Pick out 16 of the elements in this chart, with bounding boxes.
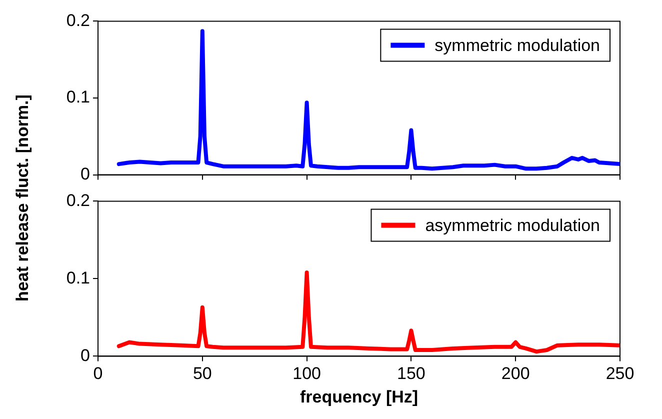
x-axis-title: frequency [Hz] — [300, 387, 418, 406]
y-tick-label: 0 — [80, 346, 90, 365]
y-tick-label: 0.1 — [66, 268, 90, 288]
y-axis-title: heat release fluct. [norm.] — [13, 94, 33, 302]
x-tick-label: 100 — [292, 364, 321, 384]
y-tick-label: 0.2 — [66, 10, 90, 30]
x-tick-label: 150 — [397, 364, 426, 384]
x-tick-label: 250 — [606, 364, 634, 384]
x-tick-label: 0 — [93, 364, 103, 384]
legend-label: symmetric modulation — [434, 36, 600, 55]
y-tick-label: 0.2 — [66, 190, 90, 210]
y-tick-label: 0.1 — [66, 88, 90, 107]
x-tick-label: 50 — [192, 364, 212, 384]
y-tick-label: 0 — [80, 164, 90, 184]
legend-label: asymmetric modulation — [425, 216, 600, 235]
x-tick-label: 200 — [501, 364, 530, 384]
